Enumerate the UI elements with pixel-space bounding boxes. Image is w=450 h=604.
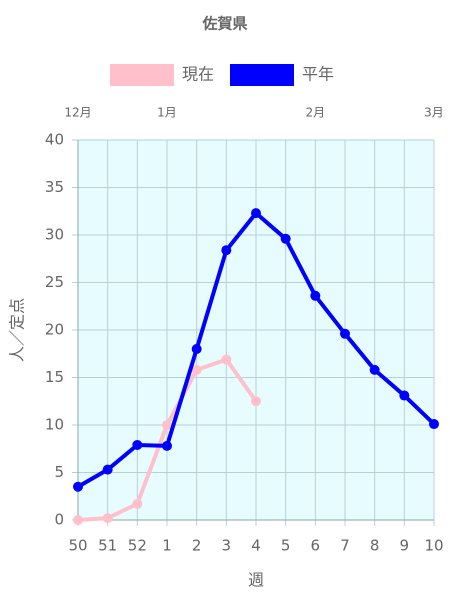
data-point — [102, 513, 113, 524]
x-tick-label: 10 — [424, 537, 443, 555]
y-axis-label: 人／定点 — [8, 298, 27, 362]
data-point — [221, 354, 232, 365]
top-month-label: 1月 — [157, 106, 177, 120]
y-tick-label: 35 — [45, 178, 64, 196]
legend-label[interactable]: 平年 — [302, 65, 334, 84]
data-point — [132, 498, 143, 509]
data-point — [162, 420, 172, 430]
chart-title: 佐賀県 — [201, 15, 247, 33]
data-point — [251, 396, 261, 407]
data-point — [162, 440, 172, 451]
y-tick-label: 0 — [54, 511, 64, 529]
x-tick-label: 1 — [162, 537, 172, 555]
data-point — [132, 439, 143, 450]
data-point — [73, 481, 83, 492]
x-tick-label: 6 — [311, 537, 321, 555]
y-tick-label: 5 — [54, 463, 64, 481]
legend-swatch[interactable] — [230, 64, 294, 86]
x-tick-label: 52 — [128, 537, 147, 555]
y-tick-label: 25 — [45, 273, 64, 291]
x-tick-label: 3 — [222, 537, 232, 555]
y-tick-label: 10 — [45, 416, 64, 434]
x-tick-label: 50 — [68, 537, 87, 555]
data-point — [191, 344, 202, 354]
data-point — [369, 364, 380, 375]
x-tick-label: 9 — [400, 537, 410, 555]
x-tick-label: 51 — [98, 537, 117, 555]
y-tick-label: 40 — [45, 131, 64, 149]
data-point — [221, 245, 232, 256]
data-point — [251, 208, 261, 219]
x-tick-label: 4 — [251, 537, 261, 555]
data-point — [340, 328, 350, 339]
top-month-label: 2月 — [306, 106, 326, 120]
y-tick-label: 20 — [45, 321, 64, 339]
data-point — [280, 233, 291, 244]
y-tick-label: 15 — [45, 368, 64, 386]
x-tick-label: 7 — [340, 537, 350, 555]
x-tick-label: 5 — [281, 537, 291, 555]
top-month-label: 12月 — [64, 106, 91, 120]
data-point — [102, 464, 113, 475]
x-axis-label: 週 — [248, 571, 264, 590]
legend-swatch[interactable] — [110, 64, 174, 86]
data-point — [399, 390, 410, 401]
data-point — [310, 290, 321, 301]
top-month-label: 3月 — [424, 106, 444, 120]
data-point — [429, 419, 439, 430]
x-tick-label: 8 — [370, 537, 380, 555]
legend-label[interactable]: 現在 — [182, 65, 214, 84]
x-tick-label: 2 — [192, 537, 202, 555]
y-tick-label: 30 — [45, 226, 64, 244]
data-point — [191, 364, 202, 375]
data-point — [73, 515, 83, 525]
